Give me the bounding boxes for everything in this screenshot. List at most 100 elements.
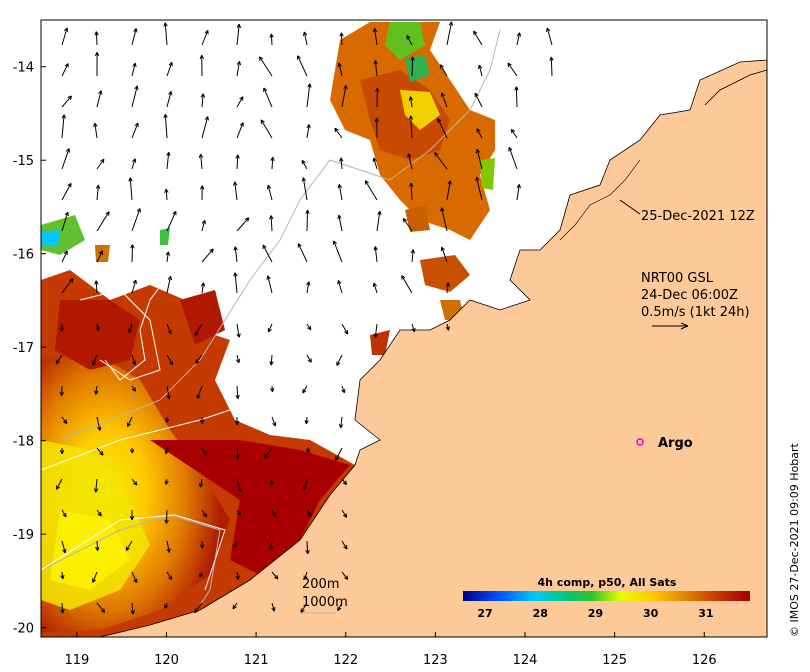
current-vector [306,509,312,518]
current-vector-head [343,545,348,550]
current-vector [446,21,453,46]
current-vector [341,571,349,580]
current-vector-head [409,182,414,187]
current-vector-head [305,209,310,214]
current-vector [236,447,239,460]
current-vector [95,478,98,493]
current-vector [61,278,74,294]
current-vector [236,24,240,46]
current-vector-head [434,152,439,157]
current-vector-head [164,188,169,193]
current-vector-head [62,548,67,554]
current-vector [508,147,518,170]
current-vector-head [232,181,238,186]
current-vector-head [338,423,344,429]
current-vector [95,31,98,46]
current-vector [61,183,72,201]
current-vector-head [342,513,348,518]
current-vector [267,323,273,333]
current-vector-head [55,359,60,365]
current-vector-head [100,158,105,164]
current-vector [131,279,137,294]
current-vector [61,250,68,263]
current-vector-head [448,21,454,26]
current-vector-head [168,91,173,96]
current-vector-head [134,85,139,90]
current-vector-head [301,159,306,165]
current-vector-head [270,156,275,162]
current-vector-head [440,92,445,97]
current-vector-head [237,487,242,493]
current-vector-head [194,608,199,614]
current-vector-head [167,275,173,281]
current-vector-head [273,574,279,580]
current-vector-head [129,449,135,454]
current-vector-head [475,176,480,182]
current-vector-head [260,119,265,124]
current-vector [411,56,414,77]
current-vector-head [372,28,378,33]
current-vector-head [165,251,171,256]
current-vector [478,64,483,77]
current-vector [437,118,448,139]
current-vector [61,148,70,170]
current-vector-head [132,158,137,163]
current-vector [96,509,102,517]
current-vector-head [134,122,139,127]
current-vector [236,217,250,232]
current-vector-head [64,63,69,68]
current-vector [271,509,277,518]
current-vector-head [307,325,312,331]
current-vector-head [269,215,274,220]
current-vector-head [477,64,483,70]
current-vector-head [303,575,308,580]
current-vector [131,571,138,583]
current-vector-head [514,86,519,91]
x-tick-label: 124 [513,653,538,668]
current-vector [131,28,137,46]
current-vector-head [373,246,378,251]
sst-time-label: 25-Dec-2021 12Z [641,209,755,224]
current-vector [300,602,308,613]
current-vector [164,22,168,46]
current-vector-head [235,394,240,399]
current-vector-head [408,115,414,120]
current-source-label: NRT00 GSL [641,271,714,286]
current-vector [306,281,310,294]
credit-text: © IMOS 27-Dec-2021 09:09 Hobart [788,442,801,637]
current-vector-head [67,182,72,188]
current-vector [131,478,138,486]
current-vector-head [437,118,442,123]
current-vector-head [301,177,307,182]
current-vector-head [302,31,308,36]
current-vector-head [64,211,69,217]
current-vector-head [270,387,275,393]
current-vector [61,602,64,613]
current-vector-head [63,419,68,425]
current-vector-head [202,450,207,455]
current-vector-head [91,361,96,366]
y-tick-label: -14 [13,61,34,76]
current-vector-head [168,61,173,67]
current-vector-head [164,604,169,609]
current-vector [236,571,239,580]
current-vector [411,323,415,332]
current-vector [301,159,308,170]
current-vector-head [60,575,65,580]
current-vector-head [510,128,516,134]
current-vector-head [200,544,205,549]
current-vector [131,354,136,365]
current-vector-head [128,177,133,182]
current-vector [236,96,244,108]
current-vector-head [105,211,110,216]
current-vector [125,540,133,551]
current-vector-head [337,214,342,220]
current-vector [550,56,553,77]
current-vector-head [232,604,237,610]
current-vector [340,416,343,428]
current-vector [439,64,448,77]
current-vector-head [196,394,201,399]
current-vector [199,478,203,488]
current-vector [340,32,343,46]
